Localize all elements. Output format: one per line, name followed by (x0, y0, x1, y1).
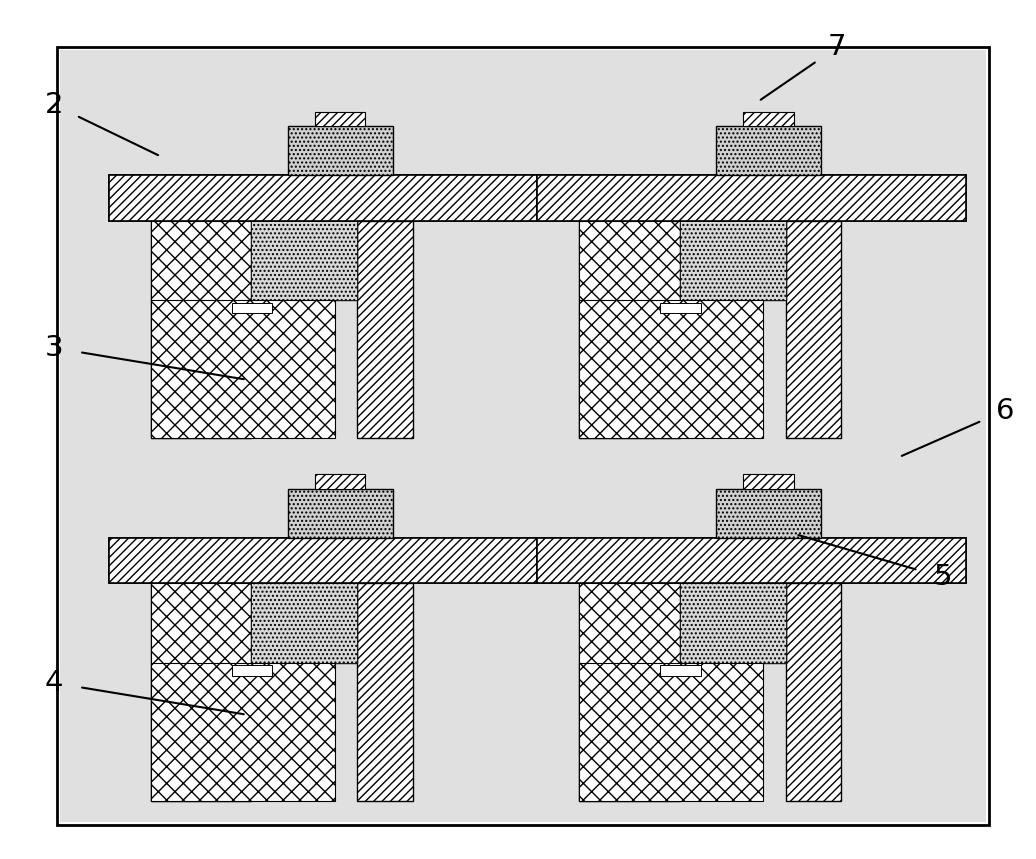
Bar (252, 583, 357, 663)
Bar (680, 221, 785, 301)
Bar (680, 583, 785, 663)
Text: 7: 7 (828, 34, 846, 61)
Bar (357, 221, 413, 438)
Bar (252, 221, 357, 301)
Bar (716, 126, 821, 175)
Bar (151, 663, 335, 801)
Bar (785, 583, 841, 801)
Bar (315, 474, 366, 489)
Bar (538, 538, 966, 583)
Bar (60, 50, 986, 822)
Bar (538, 175, 966, 221)
Bar (109, 538, 538, 583)
Bar (579, 663, 764, 801)
Bar (151, 221, 252, 438)
Bar (538, 175, 966, 221)
Bar (680, 583, 785, 663)
Bar (660, 302, 700, 314)
Bar (743, 474, 794, 489)
Text: 4: 4 (45, 669, 63, 697)
Bar (579, 221, 680, 438)
Bar (151, 221, 252, 438)
Bar (743, 112, 794, 126)
Bar (660, 665, 700, 676)
Bar (232, 665, 272, 676)
Bar (785, 221, 841, 438)
Text: 3: 3 (45, 334, 63, 362)
Text: 6: 6 (996, 397, 1014, 424)
Bar (151, 583, 252, 801)
Bar (232, 302, 272, 314)
Bar (579, 583, 680, 801)
Bar (579, 301, 764, 438)
Bar (315, 112, 366, 126)
Bar (151, 583, 252, 801)
Text: 5: 5 (933, 564, 952, 591)
Bar (716, 489, 821, 538)
Bar (109, 538, 538, 583)
Text: 2: 2 (45, 91, 63, 119)
Bar (538, 538, 966, 583)
Bar (109, 175, 538, 221)
Bar (252, 583, 357, 663)
Bar (288, 489, 393, 538)
Bar (680, 221, 785, 301)
Bar (579, 583, 680, 801)
Bar (579, 221, 680, 438)
Bar (109, 175, 538, 221)
Bar (357, 583, 413, 801)
Bar (151, 301, 335, 438)
Bar (288, 126, 393, 175)
Bar (252, 221, 357, 301)
